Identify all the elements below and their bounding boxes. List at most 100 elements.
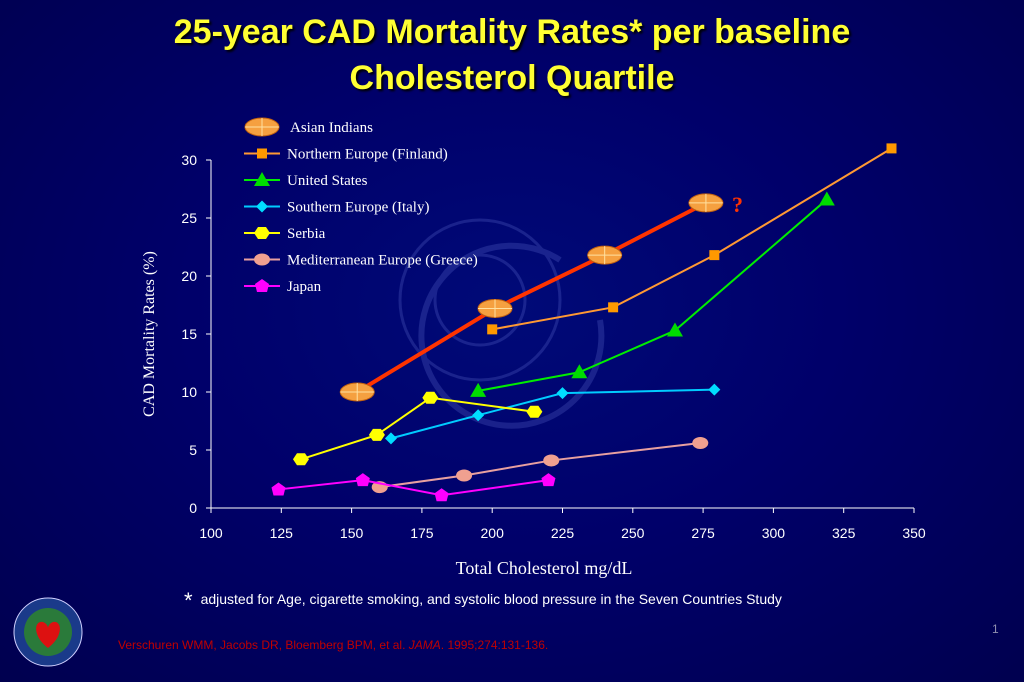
citation-rest: . 1995;274:131-136. <box>440 638 549 652</box>
data-point <box>886 143 897 154</box>
y-axis-label: CAD Mortality Rates (%) <box>141 251 158 417</box>
data-point <box>571 364 588 379</box>
data-point <box>541 473 556 487</box>
data-point <box>666 322 683 337</box>
data-point <box>692 437 709 450</box>
data-point <box>688 193 724 213</box>
series-line <box>356 201 707 394</box>
x-tick-label: 325 <box>832 525 856 541</box>
data-point <box>339 382 375 402</box>
legend-marker <box>257 148 267 159</box>
legend-item: Japan <box>244 279 322 295</box>
legend-item: Asian Indians <box>244 117 373 137</box>
legend-marker <box>255 279 269 292</box>
series-2 <box>470 191 835 397</box>
series-line <box>278 479 549 497</box>
y-tick-label: 20 <box>181 268 197 284</box>
series-line <box>379 442 701 489</box>
footnote-star: * <box>184 588 193 613</box>
x-tick-label: 275 <box>691 525 715 541</box>
x-tick-label: 125 <box>270 525 294 541</box>
data-point <box>456 469 473 482</box>
legend-marker <box>254 172 270 186</box>
data-point <box>422 391 439 404</box>
y-tick-label: 0 <box>189 500 197 516</box>
x-tick-label: 100 <box>199 525 223 541</box>
legend: Asian Indians Northern Europe (Finland) Un… <box>244 117 478 295</box>
cadi-logo-icon <box>13 597 83 667</box>
data-point <box>608 302 619 313</box>
y-axis-ticks: 0 5 10 15 20 25 30 <box>181 152 211 516</box>
legend-marker <box>256 200 268 213</box>
x-tick-label: 300 <box>762 525 786 541</box>
x-tick-label: 175 <box>410 525 434 541</box>
series-line <box>300 396 535 461</box>
y-tick-label: 15 <box>181 326 197 342</box>
legend-label: Serbia <box>287 226 326 242</box>
legend-label: Japan <box>287 279 322 295</box>
footnote-text: adjusted for Age, cigarette smoking, and… <box>200 591 782 607</box>
data-point <box>271 482 286 496</box>
y-tick-label: 10 <box>181 384 197 400</box>
data-point <box>355 473 370 487</box>
series-4 <box>292 391 543 466</box>
y-tick-label: 25 <box>181 210 197 226</box>
data-point <box>487 324 498 335</box>
x-tick-label: 250 <box>621 525 645 541</box>
data-point <box>556 387 569 400</box>
series-line <box>492 147 893 331</box>
question-mark: ? <box>732 192 743 217</box>
legend-item: Mediterranean Europe (Greece) <box>244 253 478 269</box>
data-point <box>477 298 513 318</box>
x-tick-label: 350 <box>902 525 926 541</box>
title-line-1: 25-year CAD Mortality Rates* per baselin… <box>173 13 851 51</box>
series-1 <box>487 143 897 335</box>
data-point <box>587 245 623 265</box>
legend-label: United States <box>287 173 368 189</box>
data-point <box>818 191 835 206</box>
data-point <box>709 250 720 261</box>
legend-marker <box>244 117 280 137</box>
title-line-2: Cholesterol Quartile <box>349 59 675 97</box>
data-point <box>368 428 385 441</box>
legend-item: Serbia <box>244 226 326 242</box>
data-point <box>470 382 487 397</box>
data-point <box>543 454 560 467</box>
legend-item: Northern Europe (Finland) <box>244 147 448 163</box>
legend-item: United States <box>244 172 368 189</box>
citation: Verschuren WMM, Jacobs DR, Bloemberg BPM… <box>118 638 548 652</box>
x-tick-label: 200 <box>481 525 505 541</box>
legend-marker <box>254 227 270 239</box>
citation-journal: JAMA <box>408 638 441 652</box>
legend-marker <box>254 253 270 266</box>
y-tick-label: 5 <box>189 442 197 458</box>
legend-label: Asian Indians <box>290 120 373 136</box>
x-axis-label: Total Cholesterol mg/dL <box>456 558 633 578</box>
series-line <box>390 388 715 440</box>
legend-item: Southern Europe (Italy) <box>244 200 429 216</box>
legend-label: Southern Europe (Italy) <box>287 200 429 216</box>
series-layer <box>271 143 897 502</box>
page-number: 1 <box>992 622 999 636</box>
series-3 <box>384 383 721 445</box>
x-tick-label: 225 <box>551 525 575 541</box>
data-point <box>292 453 309 466</box>
data-point <box>384 432 397 445</box>
x-tick-label: 150 <box>340 525 364 541</box>
y-tick-label: 30 <box>181 152 197 168</box>
data-point <box>526 405 543 418</box>
footnote: * adjusted for Age, cigarette smoking, an… <box>184 588 782 614</box>
legend-label: Mediterranean Europe (Greece) <box>287 253 478 269</box>
data-point <box>434 488 449 502</box>
series-0 <box>339 193 724 402</box>
series-line <box>477 198 828 392</box>
series-5 <box>371 437 709 494</box>
citation-authors: Verschuren WMM, Jacobs DR, Bloemberg BPM… <box>118 638 409 652</box>
x-axis-ticks: 100 125 150 175 200 225 250 275 300 325 350 <box>199 508 926 541</box>
data-point <box>472 409 485 422</box>
legend-label: Northern Europe (Finland) <box>287 147 448 163</box>
series-6 <box>271 473 556 502</box>
data-point <box>708 383 721 396</box>
